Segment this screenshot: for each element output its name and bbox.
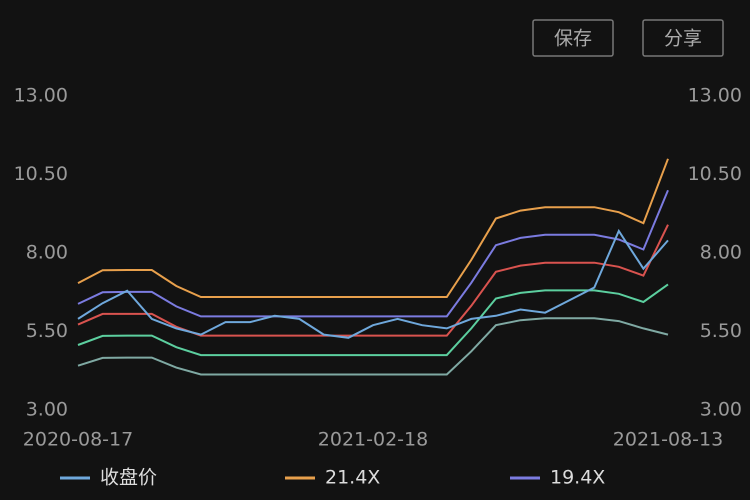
y-tick-label-right: 8.00 xyxy=(700,242,742,264)
x-tick-label: 2021-02-18 xyxy=(318,429,428,451)
save-label[interactable]: 保存 xyxy=(554,28,592,50)
series-line xyxy=(77,228,669,339)
series-line xyxy=(77,224,669,337)
x-tick-label: 2021-08-13 xyxy=(613,429,723,451)
series-line xyxy=(77,317,669,376)
x-tick-label: 2020-08-17 xyxy=(23,429,133,451)
series-line xyxy=(77,158,669,298)
y-tick-label-right: 5.50 xyxy=(700,320,742,342)
legend-label: 21.4X xyxy=(325,467,380,489)
y-tick-label-right: 13.00 xyxy=(688,85,742,107)
y-tick-label-left: 13.00 xyxy=(14,85,68,107)
y-tick-label-left: 3.00 xyxy=(26,399,68,421)
y-tick-label-left: 8.00 xyxy=(26,242,68,264)
share-label[interactable]: 分享 xyxy=(664,28,702,50)
series-line xyxy=(77,283,669,357)
series-line xyxy=(77,189,669,318)
y-tick-label-left: 10.50 xyxy=(14,163,68,185)
y-tick-label-right: 3.00 xyxy=(700,399,742,421)
legend-label: 收盘价 xyxy=(100,467,157,489)
legend-label: 19.4X xyxy=(550,467,605,489)
share-button[interactable]: 分享 xyxy=(642,19,724,57)
y-tick-label-right: 10.50 xyxy=(688,163,742,185)
save-button[interactable]: 保存 xyxy=(532,19,614,57)
y-tick-label-left: 5.50 xyxy=(26,320,68,342)
